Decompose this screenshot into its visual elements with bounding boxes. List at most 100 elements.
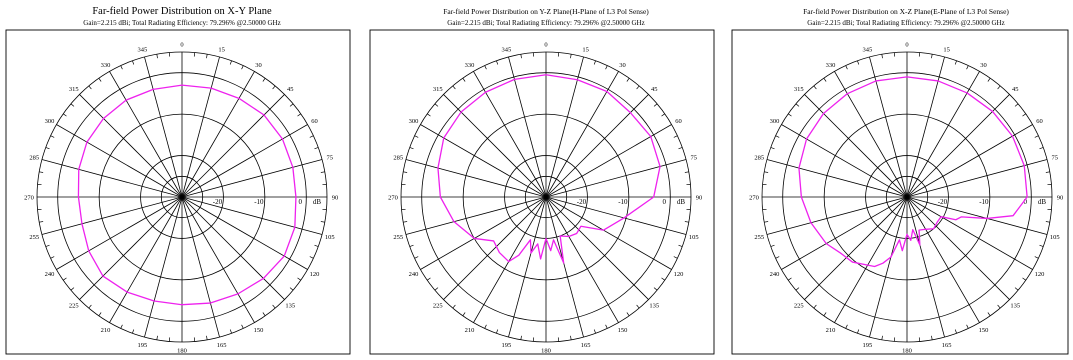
xz-plane-angle-label-60: 60: [1036, 118, 1043, 125]
xy-plane-minor-tick: [88, 85, 92, 90]
xy-plane-angle-label-105: 105: [325, 234, 335, 241]
yz-plane-angle-label-210: 210: [465, 327, 475, 334]
yz-plane-spoke-120: [545, 196, 672, 270]
xy-plane-minor-tick: [289, 103, 294, 107]
yz-plane-minor-tick: [434, 103, 439, 107]
xz-plane-angle-label-15: 15: [943, 47, 950, 54]
yz-plane-angle-label-120: 120: [674, 271, 684, 278]
yz-plane-subtitle: Gain=2.215 dBi; Total Radiating Efficien…: [447, 19, 644, 27]
xy-plane-minor-tick: [229, 60, 232, 65]
yz-plane-minor-tick: [520, 335, 522, 340]
xz-plane-angle-label-285: 285: [754, 155, 764, 162]
xy-plane-minor-tick: [98, 312, 102, 316]
xz-plane-minor-tick: [1022, 277, 1026, 281]
xy-plane-ring: [98, 113, 266, 281]
yz-plane-angle-label-135: 135: [649, 302, 659, 309]
yz-plane-minor-tick: [570, 335, 572, 340]
xz-plane-angle-label-90: 90: [1057, 194, 1064, 201]
xz-plane-panel: Far-field Power Distribution on X-Z Plan…: [731, 7, 1069, 355]
xz-plane-minor-tick: [1014, 103, 1019, 107]
yz-plane-angle-label-180: 180: [541, 347, 551, 354]
xy-plane-angle-label-255: 255: [29, 234, 39, 241]
yz-plane-angle-label-300: 300: [409, 118, 419, 125]
yz-plane-spoke-75: [545, 159, 687, 198]
xz-plane-frame: [731, 29, 1069, 355]
yz-plane-minor-tick: [626, 78, 630, 82]
xz-plane-minor-tick: [813, 85, 817, 90]
xy-plane-spoke-300: [56, 124, 183, 198]
yz-plane-spoke-225: [443, 196, 547, 300]
xy-plane-angle-label-60: 60: [311, 118, 318, 125]
xz-plane-spoke-195: [869, 196, 908, 338]
yz-plane-spoke-105: [545, 196, 687, 235]
xz-plane-angle-label-0: 0: [905, 41, 908, 48]
xz-plane-spoke-60: [906, 124, 1033, 198]
xy-plane-ring: [36, 51, 328, 343]
yz-plane-spoke-300: [420, 124, 547, 198]
xy-plane-minor-tick: [45, 244, 50, 247]
yz-plane-minor-tick: [409, 244, 414, 247]
xz-plane-minor-tick: [1045, 171, 1050, 173]
xz-plane-angle-label-300: 300: [770, 118, 780, 125]
yz-plane-minor-tick: [661, 277, 665, 281]
yz-plane-minor-tick: [427, 113, 431, 117]
yz-plane-minor-tick: [636, 85, 640, 90]
yz-plane-angle-label-225: 225: [433, 302, 443, 309]
yz-plane-angle-label-30: 30: [619, 62, 626, 69]
xz-plane-minor-tick: [966, 65, 969, 70]
yz-plane-spoke-210: [473, 196, 547, 323]
xy-plane-unit-label: dB: [313, 198, 322, 206]
xy-plane-angle-label-240: 240: [45, 271, 55, 278]
yz-plane-angle-label-75: 75: [691, 155, 698, 162]
xy-plane-inner-ring: [160, 175, 204, 219]
yz-plane-angle-label-105: 105: [689, 234, 699, 241]
xy-plane-angle-label-45: 45: [287, 86, 294, 93]
xy-plane-angle-label-315: 315: [69, 86, 79, 93]
xy-plane-angle-label-30: 30: [255, 62, 262, 69]
xy-plane-minor-tick: [314, 244, 319, 247]
xy-plane-spoke-15: [181, 56, 220, 198]
xz-plane-ring: [782, 72, 1032, 322]
xy-plane-angle-label-165: 165: [217, 342, 227, 349]
xz-plane-minor-tick: [997, 85, 1001, 90]
xy-plane-minor-tick: [156, 54, 158, 59]
yz-plane-pattern-curve: [437, 74, 661, 264]
xz-plane-angle-label-165: 165: [942, 342, 952, 349]
xz-plane-spoke-105: [906, 196, 1048, 235]
yz-plane-spoke-240: [420, 196, 547, 270]
yz-plane-minor-tick: [403, 171, 408, 173]
xz-plane-spoke-240: [781, 196, 908, 270]
yz-plane-angle-label-255: 255: [393, 234, 403, 241]
xz-plane-spoke-345: [869, 56, 908, 198]
yz-plane-angle-label-45: 45: [651, 86, 658, 93]
yz-plane-spoke-150: [545, 196, 619, 323]
xz-plane-angle-label-30: 30: [980, 62, 987, 69]
xz-plane-minor-tick: [813, 304, 817, 309]
xy-plane-minor-tick: [63, 113, 67, 117]
xz-plane-title: Far-field Power Distribution on X-Z Plan…: [803, 7, 1009, 16]
xy-plane-spoke-75: [181, 159, 323, 198]
yz-plane-db-label: 0: [663, 198, 667, 206]
yz-plane-spoke-165: [545, 196, 584, 338]
xz-plane-db-label: -20: [938, 198, 948, 206]
xy-plane-ring: [57, 72, 307, 322]
yz-plane-spoke-255: [405, 196, 547, 235]
xy-plane-minor-tick: [320, 221, 325, 223]
xy-plane-minor-tick: [120, 65, 123, 70]
xy-plane-minor-tick: [297, 277, 301, 281]
xz-plane-ring: [865, 155, 949, 239]
yz-plane-minor-tick: [452, 85, 456, 90]
xy-plane-spoke-345: [144, 56, 183, 198]
xy-plane-db-label: 0: [299, 198, 303, 206]
yz-plane-title: Far-field Power Distribution on Y-Z Plan…: [443, 7, 649, 16]
xz-plane-spoke-225: [804, 196, 908, 300]
xy-plane-angle-label-270: 270: [24, 194, 34, 201]
yz-plane-minor-tick: [673, 135, 678, 138]
xy-plane-minor-tick: [45, 147, 50, 150]
xy-plane-angle-label-75: 75: [327, 155, 334, 162]
xy-plane-minor-tick: [272, 85, 276, 90]
yz-plane-spoke-195: [508, 196, 547, 338]
yz-plane-minor-tick: [661, 113, 665, 117]
xy-plane-minor-tick: [50, 256, 55, 259]
xy-plane-minor-tick: [241, 324, 244, 329]
